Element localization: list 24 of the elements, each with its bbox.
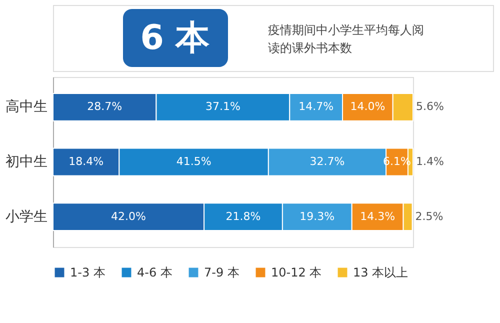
data-label: 2.5% [415,210,444,223]
data-label: 14.0% [350,100,386,114]
legend-label: 1-3 本 [70,266,106,280]
data-label: 19.3% [300,210,335,223]
data-label: 14.3% [360,210,396,223]
legend-label: 4-6 本 [137,266,172,280]
data-label: 28.7% [87,100,122,114]
data-label: 42.0% [111,210,146,223]
data-label: 21.8% [226,210,261,223]
data-label: 32.7% [310,155,345,168]
data-label: 18.4% [68,155,104,168]
data-label: 14.7% [298,100,334,114]
data-label: 5.6% [416,100,444,114]
data-label: 41.5% [176,155,212,168]
y-tick-label: 高中生 [6,99,48,116]
data-label: 37.1% [205,100,240,114]
legend-label: 10-12 本 [271,266,322,280]
data-label: 1.4% [416,155,444,168]
chart-title: 疫情期间中小学生平均每人阅读的课外书本数 [268,23,424,55]
legend-label: 7-9 本 [204,266,240,280]
y-tick-label: 小学生 [6,208,48,225]
y-tick-label: 初中生 [6,154,48,170]
legend-label: 13 本以上 [353,266,408,280]
text: 6 本 [140,18,211,58]
